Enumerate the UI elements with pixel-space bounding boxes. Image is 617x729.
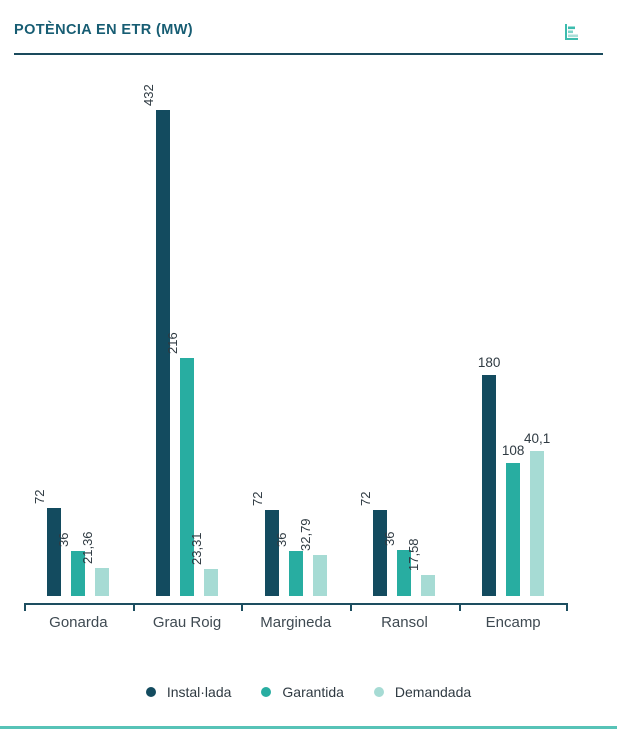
value-label: 36	[56, 532, 72, 547]
bar-grau-roig-demandada	[204, 569, 219, 596]
legend-label: Demandada	[394, 684, 472, 700]
bar-margineda-demandada	[312, 555, 327, 596]
chart-legend: Instal·lada Garantida Demandada	[0, 682, 617, 702]
value-label: 72	[358, 491, 374, 506]
x-axis-tick	[132, 603, 135, 611]
value-label: 180	[477, 355, 501, 370]
bar-encamp-installada	[482, 375, 497, 596]
bar-ransol-demandada	[421, 575, 436, 596]
bar-ransol-installada	[373, 510, 388, 596]
value-label: 36	[382, 531, 398, 546]
value-label: 108	[501, 443, 525, 458]
legend-dot-icon	[373, 687, 384, 697]
header-divider	[14, 53, 603, 55]
bar-encamp-garantida	[506, 463, 521, 596]
value-label: 72	[249, 491, 265, 506]
bar-grau-roig-garantida	[180, 358, 195, 596]
value-label: 72	[32, 489, 48, 504]
bar-encamp-demandada	[530, 451, 545, 596]
legend-item-demandada[interactable]: Demandada	[373, 684, 472, 700]
category-label-grau-roig: Grau Roig	[152, 614, 222, 631]
bar-ransol-garantida	[397, 550, 412, 596]
value-label: 432	[141, 84, 157, 106]
legend-dot-icon	[145, 687, 156, 697]
value-label: 23,31	[189, 532, 205, 565]
value-label: 216	[165, 332, 181, 354]
legend-label: Garantida	[282, 684, 344, 700]
legend-item-installada[interactable]: Instal·lada	[145, 684, 232, 700]
horizontal-bar-chart-icon[interactable]	[564, 23, 582, 41]
x-axis-tick	[565, 603, 568, 611]
page-title: POTÈNCIA EN ETR (MW)	[14, 22, 194, 38]
legend-label: Instal·lada	[166, 684, 232, 700]
x-axis-tick	[241, 603, 244, 611]
bar-chart: Gonarda Grau Roig Margineda Ransol Encamp 72 3…	[24, 84, 568, 631]
bar-margineda-garantida	[288, 551, 303, 596]
bar-gonarda-demandada	[95, 568, 110, 596]
x-axis-tick	[458, 603, 461, 611]
category-label-gonarda: Gonarda	[49, 614, 108, 631]
bar-margineda-installada	[264, 510, 279, 596]
value-label: 40,1	[524, 431, 551, 446]
bar-gonarda-garantida	[71, 551, 86, 596]
x-axis-tick	[24, 603, 26, 611]
card-bottom-border	[0, 726, 617, 729]
value-label: 32,79	[297, 518, 313, 551]
value-label: 17,58	[406, 538, 422, 571]
legend-dot-icon	[261, 687, 272, 697]
category-label-encamp: Encamp	[485, 614, 541, 631]
category-label-margineda: Margineda	[260, 614, 332, 631]
legend-item-garantida[interactable]: Garantida	[261, 684, 344, 700]
category-label-ransol: Ransol	[381, 614, 428, 631]
value-label: 21,36	[80, 531, 96, 564]
bar-gonarda-installada	[47, 508, 62, 596]
x-axis-line	[24, 603, 568, 605]
x-axis-tick	[350, 603, 353, 611]
bar-grau-roig-installada	[156, 110, 171, 596]
value-label: 36	[273, 532, 289, 547]
